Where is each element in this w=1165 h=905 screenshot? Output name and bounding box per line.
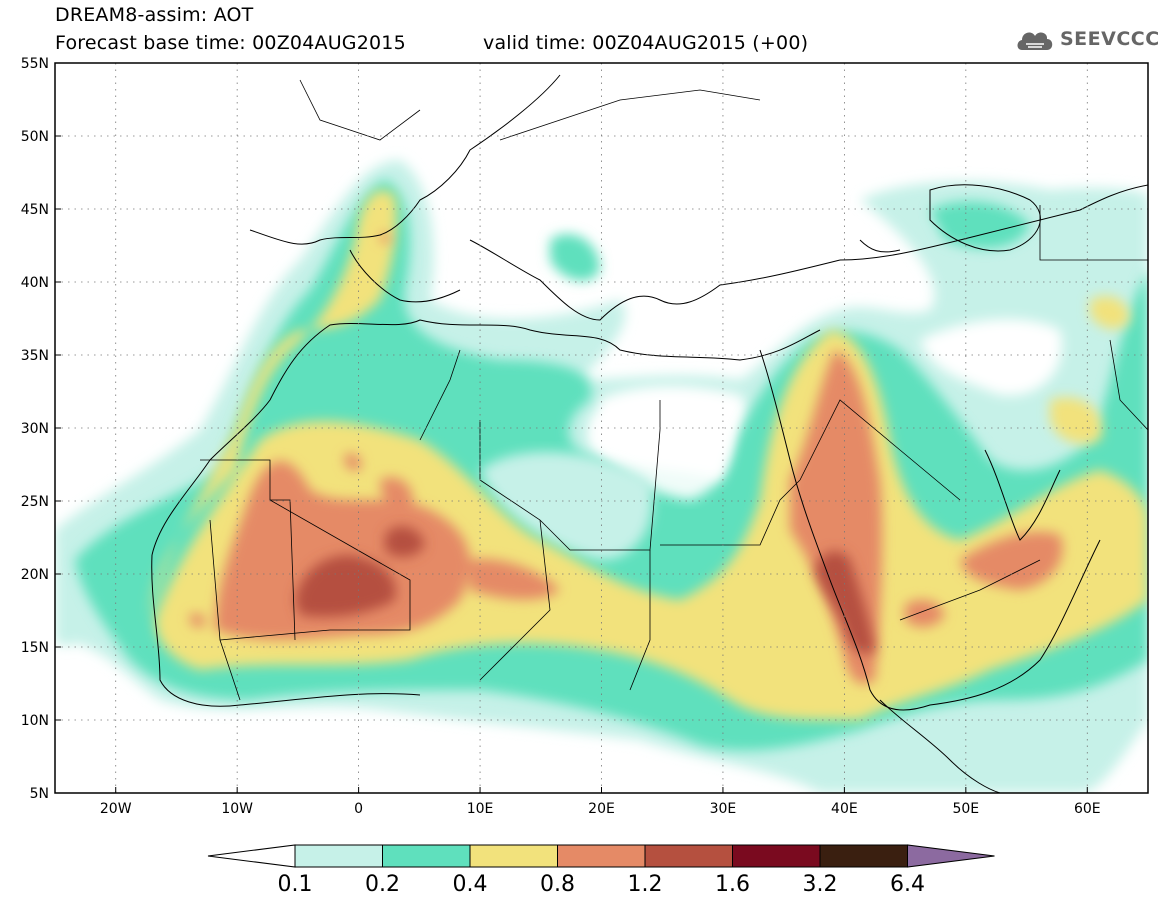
aot-field [55, 160, 1148, 793]
colorbar-label: 1.2 [628, 872, 663, 897]
y-tick-label: 55N [21, 56, 49, 72]
y-tick-label: 35N [21, 348, 49, 364]
x-tick-label: 30E [710, 801, 737, 817]
x-tick-label: 10E [467, 801, 494, 817]
x-tick-label: 0 [354, 801, 363, 817]
x-tick-label: 40E [831, 801, 858, 817]
y-tick-label: 5N [30, 786, 49, 802]
colorbar-label: 0.8 [540, 872, 575, 897]
colorbar: 0.1 0.2 0.4 0.8 1.2 1.6 3.2 6.4 [207, 844, 995, 897]
colorbar-label: 0.2 [365, 872, 400, 897]
colorbar-label: 1.6 [715, 872, 750, 897]
cloud-logo-icon [1017, 32, 1053, 50]
colorbar-segment [819, 844, 908, 868]
colorbar-segment [732, 844, 821, 868]
colorbar-label: 0.4 [453, 872, 488, 897]
y-tick-label: 25N [21, 494, 49, 510]
borders [200, 79, 1148, 701]
y-tick-label: 15N [21, 640, 49, 656]
colorbar-segment [644, 844, 733, 868]
x-tick-label: 60E [1074, 801, 1101, 817]
y-tick-label: 50N [21, 129, 49, 145]
colorbar-label: 0.1 [278, 872, 313, 897]
x-tick-label: 20E [588, 801, 615, 817]
colorbar-segment [382, 844, 471, 868]
lat-lon-grid [55, 63, 1148, 793]
x-tick-label: 20W [100, 801, 132, 817]
x-tick-label: 10W [221, 801, 253, 817]
y-tick-label: 10N [21, 713, 49, 729]
x-tick-label: 50E [952, 801, 979, 817]
logo-text: SEEVCCC [1060, 28, 1160, 50]
title-valid-time: valid time: 00Z04AUG2015 (+00) [483, 32, 809, 54]
colorbar-low-arrow [207, 844, 296, 868]
colorbar-high-arrow [907, 844, 995, 868]
colorbar-label: 6.4 [890, 872, 925, 897]
title-base-time: Forecast base time: 00Z04AUG2015 [55, 32, 406, 54]
colorbar-segment [294, 844, 383, 868]
y-tick-label: 45N [21, 202, 49, 218]
y-tick-label: 20N [21, 567, 49, 583]
title-line-1: DREAM8-assim: AOT [55, 4, 254, 26]
colorbar-segment [469, 844, 558, 868]
colorbar-segment [557, 844, 646, 868]
coastlines [151, 74, 1148, 793]
y-tick-label: 40N [21, 275, 49, 291]
y-tick-label: 30N [21, 421, 49, 437]
colorbar-label: 3.2 [803, 872, 838, 897]
